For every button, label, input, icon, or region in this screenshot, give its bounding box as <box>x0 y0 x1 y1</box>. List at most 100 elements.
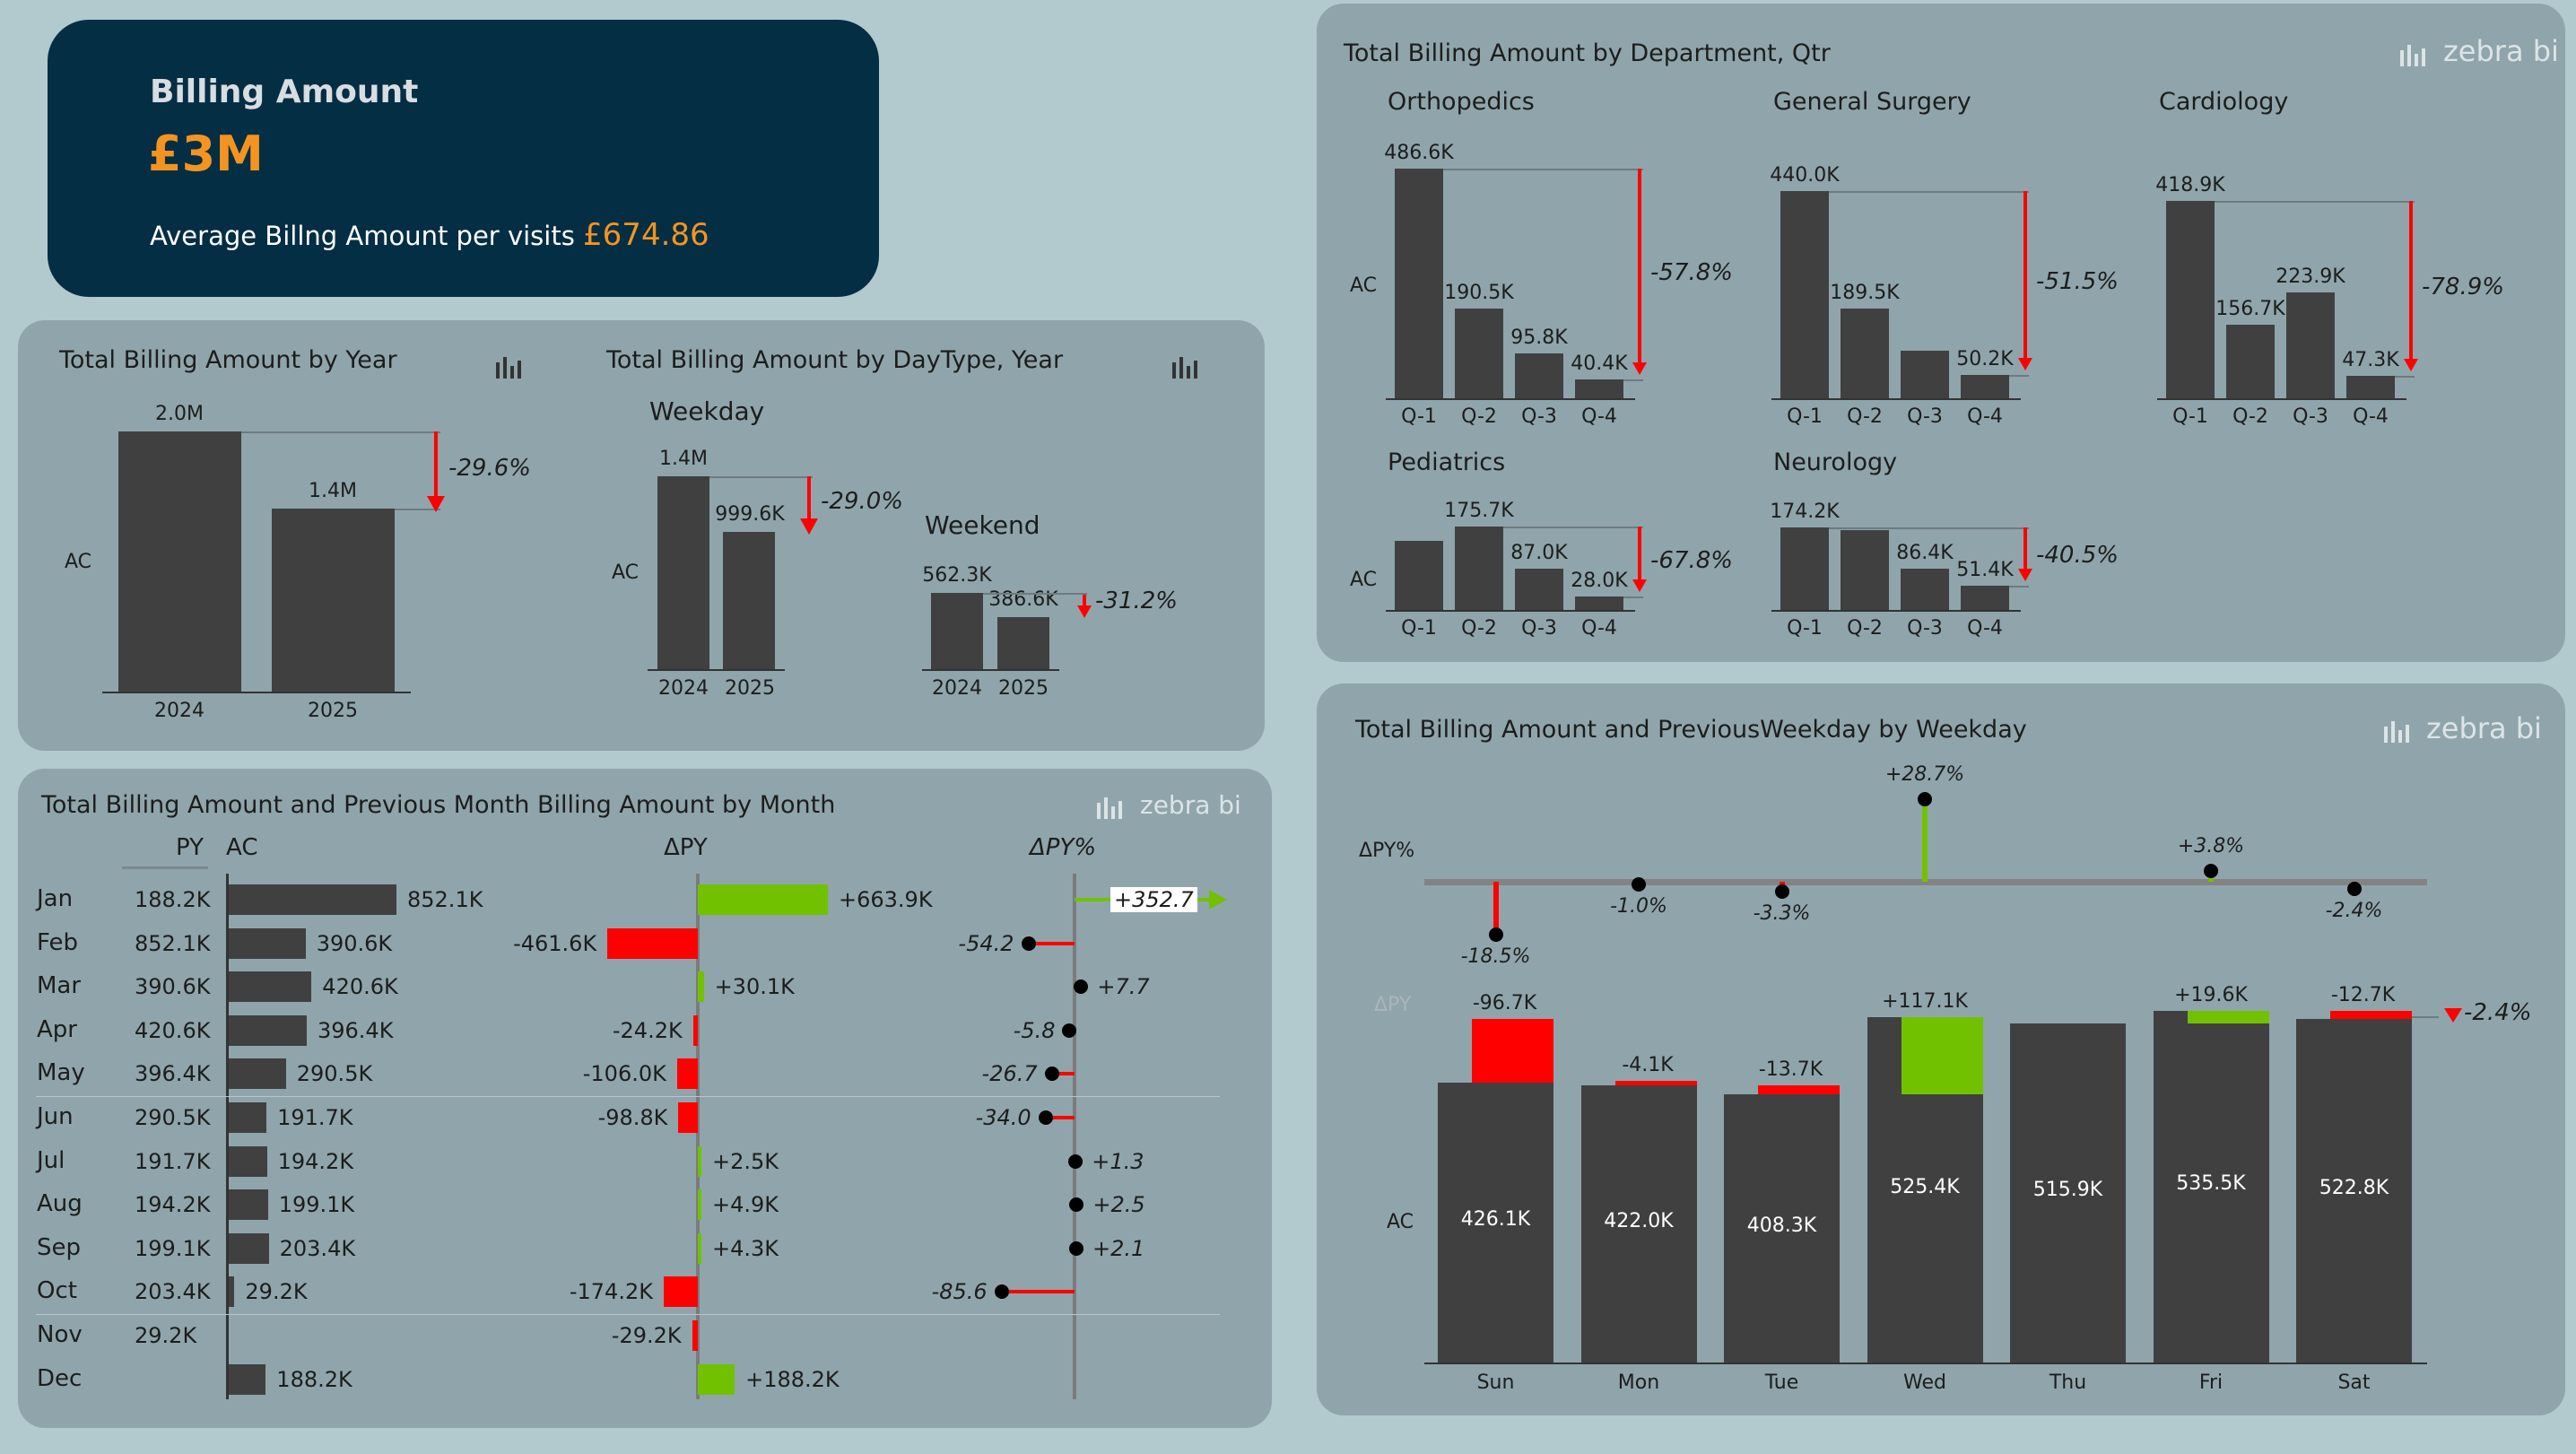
dept-bar[interactable] <box>1515 353 1563 398</box>
dept-bar[interactable] <box>1841 530 1889 610</box>
year-bar-2025[interactable] <box>272 509 395 692</box>
month-dpyp-line[interactable] <box>1028 941 1075 945</box>
weekday-dpy-bar[interactable] <box>2330 1011 2412 1020</box>
month-dpy-bar[interactable] <box>692 1014 698 1046</box>
weekend-bar-2024[interactable] <box>931 593 983 669</box>
month-ac-bar[interactable] <box>229 1232 269 1264</box>
weekday-dpy-bar[interactable] <box>1614 1081 1697 1086</box>
month-ac-bar[interactable] <box>229 1102 267 1133</box>
zebra-bi-icon[interactable] <box>2400 39 2425 66</box>
weekday-dpy-bar[interactable] <box>2187 1011 2269 1024</box>
month-dpyp-line[interactable] <box>1045 1116 1075 1119</box>
dept-bar[interactable] <box>1901 351 1949 398</box>
dept-bar[interactable] <box>1575 379 1623 398</box>
dept-bar-value: 47.3K <box>2342 349 2399 372</box>
month-dpy-bar[interactable] <box>607 927 698 959</box>
month-dpyp-line[interactable] <box>1051 1072 1075 1076</box>
zebra-bi-icon[interactable] <box>1172 352 1197 379</box>
dept-bar[interactable] <box>1961 585 2009 610</box>
weekday-ac-bar[interactable] <box>1580 1085 1697 1363</box>
weekday-pct-dot[interactable] <box>1918 792 1932 807</box>
month-dpy-bar[interactable] <box>698 971 704 1003</box>
month-dpyp-dot[interactable] <box>1038 1110 1053 1125</box>
month-ac-bar[interactable] <box>229 1363 266 1395</box>
month-ac-bar[interactable] <box>229 971 312 1003</box>
weekday-ac-bar[interactable] <box>2296 1019 2412 1363</box>
weekday-ac-bar[interactable] <box>1438 1083 1553 1363</box>
weekday-dpy-bar[interactable] <box>1758 1085 1840 1095</box>
dept-bar[interactable] <box>1455 308 1503 398</box>
weekday-pct-line[interactable] <box>1493 882 1499 936</box>
weekday-dpy-bar[interactable] <box>1472 1019 1553 1084</box>
weekday-ac-value: 408.3K <box>1746 1214 1817 1237</box>
month-ac-bar[interactable] <box>229 927 306 959</box>
weekday-bar-2025[interactable] <box>723 532 775 669</box>
weekday-delta-line <box>807 476 811 523</box>
month-dpyp-dot[interactable] <box>994 1284 1009 1300</box>
dept-quarter-label: Q-1 <box>2172 405 2208 428</box>
weekday-bar-2024[interactable] <box>657 476 709 669</box>
dept-bar[interactable] <box>2286 292 2335 398</box>
year-bar-2024[interactable] <box>118 431 241 692</box>
month-ac-bar[interactable] <box>229 884 396 915</box>
zebra-bi-icon[interactable] <box>1097 792 1122 819</box>
dept-bar[interactable] <box>1455 527 1503 610</box>
dept-bar[interactable] <box>2226 324 2275 398</box>
month-dpy-bar[interactable] <box>698 1145 701 1177</box>
dept-bar-value: 50.2K <box>1956 347 2014 370</box>
month-py-value: 199.1K <box>135 1235 211 1261</box>
weekday-pct-dot[interactable] <box>2204 863 2218 878</box>
month-dpy-bar[interactable] <box>663 1276 698 1308</box>
month-dpy-bar[interactable] <box>698 1189 701 1221</box>
weekday-dpy-bar[interactable] <box>1901 1017 1983 1095</box>
weekday-pct-dot[interactable] <box>1774 884 1789 899</box>
month-header-py: PY <box>176 834 204 861</box>
month-dpyp-dot[interactable] <box>1069 1197 1084 1213</box>
year-cat-2024: 2024 <box>154 700 205 722</box>
dept-bar[interactable] <box>1961 374 2009 398</box>
weekday-ac-bar[interactable] <box>1724 1094 1840 1363</box>
year-delta: -29.6% <box>448 455 531 482</box>
weekday-pct-dot[interactable] <box>1632 877 1646 892</box>
weekday-ac-value: 522.8K <box>2319 1176 2389 1199</box>
dept-bar[interactable] <box>1575 596 1623 610</box>
dept-bar[interactable] <box>1515 568 1563 610</box>
month-ac-bar[interactable] <box>229 1276 235 1308</box>
year-value-2024: 2.0M <box>155 403 204 425</box>
zebra-bi-icon[interactable] <box>2384 716 2409 743</box>
month-dpyp-dot[interactable] <box>1068 1241 1083 1256</box>
zebra-bi-icon[interactable] <box>496 352 521 379</box>
weekday-pct-dot[interactable] <box>2346 881 2362 896</box>
weekday-pct-dot[interactable] <box>1488 927 1503 943</box>
month-dpy-bar[interactable] <box>698 1363 735 1395</box>
dept-bar[interactable] <box>2166 200 2215 398</box>
month-ac-bar[interactable] <box>229 1145 267 1177</box>
weekend-bar-2025[interactable] <box>997 617 1049 669</box>
month-dpy-bar[interactable] <box>676 1058 698 1090</box>
month-dpyp-dot[interactable] <box>1044 1067 1059 1082</box>
month-dpyp-line[interactable] <box>1001 1290 1075 1294</box>
dept-bar[interactable] <box>1780 190 1829 398</box>
dept-delta-arrow <box>2404 359 2418 372</box>
month-dpyp-dot[interactable] <box>1068 1154 1083 1169</box>
dept-bar[interactable] <box>2346 376 2395 398</box>
weekday-ac-bar[interactable] <box>2010 1023 2126 1363</box>
month-dpyp-dot[interactable] <box>1074 979 1089 995</box>
dept-bar[interactable] <box>1841 309 1889 398</box>
dept-bar[interactable] <box>1395 541 1443 610</box>
dept-bar[interactable] <box>1780 527 1829 610</box>
month-dpy-bar[interactable] <box>692 1320 698 1351</box>
month-ac-value: 852.1K <box>407 887 483 912</box>
month-dpyp-dot[interactable] <box>1021 936 1036 951</box>
weekday-pct-line[interactable] <box>1922 799 1928 882</box>
month-ac-bar[interactable] <box>229 1189 268 1221</box>
month-dpy-bar[interactable] <box>678 1102 698 1133</box>
month-ac-bar[interactable] <box>229 1058 286 1090</box>
month-dpy-bar[interactable] <box>698 884 828 915</box>
month-dpy-bar[interactable] <box>698 1232 701 1264</box>
month-ac-bar[interactable] <box>229 1014 307 1046</box>
dept-bar[interactable] <box>1395 169 1443 398</box>
month-dpyp-dot[interactable] <box>1062 1023 1077 1038</box>
weekday-ac-bar[interactable] <box>2153 1011 2269 1363</box>
dept-bar[interactable] <box>1901 569 1949 610</box>
